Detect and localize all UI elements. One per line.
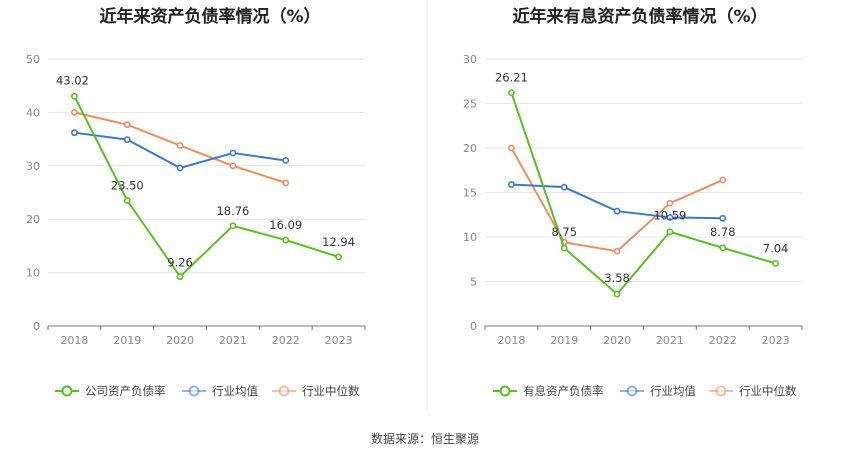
data-label: 10.59 [653,209,686,223]
x-tick-label: 2023 [325,334,353,347]
legend-label[interactable]: 行业均值 [212,384,258,398]
chart-title-asset-liability: 近年来资产负债率情况（%） [99,7,321,27]
data-point[interactable] [666,228,674,236]
data-label: 8.78 [710,225,736,239]
y-tick-label: 25 [463,98,477,111]
x-tick-label: 2022 [709,334,737,347]
data-point[interactable] [560,244,568,252]
legend-swatch-marker[interactable] [499,385,511,397]
data-point[interactable] [71,92,78,100]
data-point[interactable] [282,179,290,187]
data-point[interactable] [719,214,727,222]
x-tick-label: 2020 [603,334,631,347]
y-tick-label: 50 [26,53,40,66]
series-line [74,131,286,170]
legend-swatch-marker[interactable] [188,385,200,397]
data-point[interactable] [335,253,342,261]
x-tick-label: 2019 [113,334,141,347]
data-source-note: 数据来源：恒生聚源 [370,432,479,446]
data-point[interactable] [508,89,515,97]
data-point[interactable] [666,214,674,221]
legend-label[interactable]: 有息资产负债率 [523,384,604,398]
data-point[interactable] [71,129,78,137]
data-point[interactable] [508,144,515,152]
x-tick-label: 2021 [656,334,684,347]
x-tick-label: 2021 [219,334,247,347]
data-point[interactable] [666,199,674,207]
data-point[interactable] [229,149,237,157]
chart-title-interest-liability: 近年来有息资产负债率情况（%） [512,7,768,27]
y-tick-label: 0 [470,320,477,333]
y-tick-label: 5 [470,276,477,289]
data-point[interactable] [719,244,727,252]
data-label: 9.26 [167,256,193,270]
series-line [510,92,776,296]
data-point[interactable] [613,207,621,215]
legend-label[interactable]: 行业均值 [650,384,696,398]
data-point[interactable] [229,162,237,170]
data-label: 8.75 [551,225,577,239]
y-tick-label: 20 [463,142,477,155]
x-tick-label: 2018 [497,334,525,347]
x-tick-label: 2022 [272,334,300,347]
data-point[interactable] [719,176,727,184]
x-tick-label: 2018 [60,334,88,347]
legend-label[interactable]: 行业中位数 [302,384,360,398]
y-tick-label: 10 [463,231,477,244]
data-label: 18.76 [216,204,249,218]
y-tick-label: 0 [33,320,40,333]
data-point[interactable] [282,157,290,164]
legend-swatch-marker[interactable] [61,385,73,397]
y-tick-label: 15 [463,187,477,200]
data-label: 16.09 [269,218,302,232]
y-tick-label: 30 [463,53,477,66]
legend-swatch-marker[interactable] [715,385,727,397]
y-tick-label: 10 [26,267,40,280]
y-tick-label: 30 [26,160,40,173]
x-tick-label: 2020 [166,334,194,347]
data-label: 26.21 [495,71,528,85]
data-label: 7.04 [763,241,789,255]
data-point[interactable] [176,142,184,149]
data-label: 43.02 [56,73,89,87]
legend-label[interactable]: 公司资产负债率 [85,384,166,398]
legend-swatch-marker[interactable] [626,385,638,397]
series-line [73,95,339,279]
series-line [510,147,724,253]
legend-swatch-marker[interactable] [278,385,290,397]
y-tick-label: 20 [26,213,40,226]
y-tick-label: 40 [26,106,40,119]
data-point[interactable] [123,136,131,144]
data-point[interactable] [123,197,131,204]
data-label: 12.94 [322,235,355,249]
data-point[interactable] [508,181,515,188]
data-point[interactable] [772,259,779,267]
x-tick-label: 2019 [550,334,578,347]
data-point[interactable] [229,222,237,230]
data-label: 23.50 [111,179,144,193]
data-point[interactable] [123,121,131,129]
data-point[interactable] [71,109,78,116]
data-point[interactable] [282,236,290,244]
data-point[interactable] [560,183,568,191]
data-label: 3.58 [604,271,630,285]
legend-label[interactable]: 行业中位数 [739,384,797,398]
x-tick-label: 2023 [762,334,790,347]
data-point[interactable] [176,164,184,172]
data-point[interactable] [613,247,621,255]
data-point[interactable] [613,290,621,298]
data-point[interactable] [176,273,184,280]
